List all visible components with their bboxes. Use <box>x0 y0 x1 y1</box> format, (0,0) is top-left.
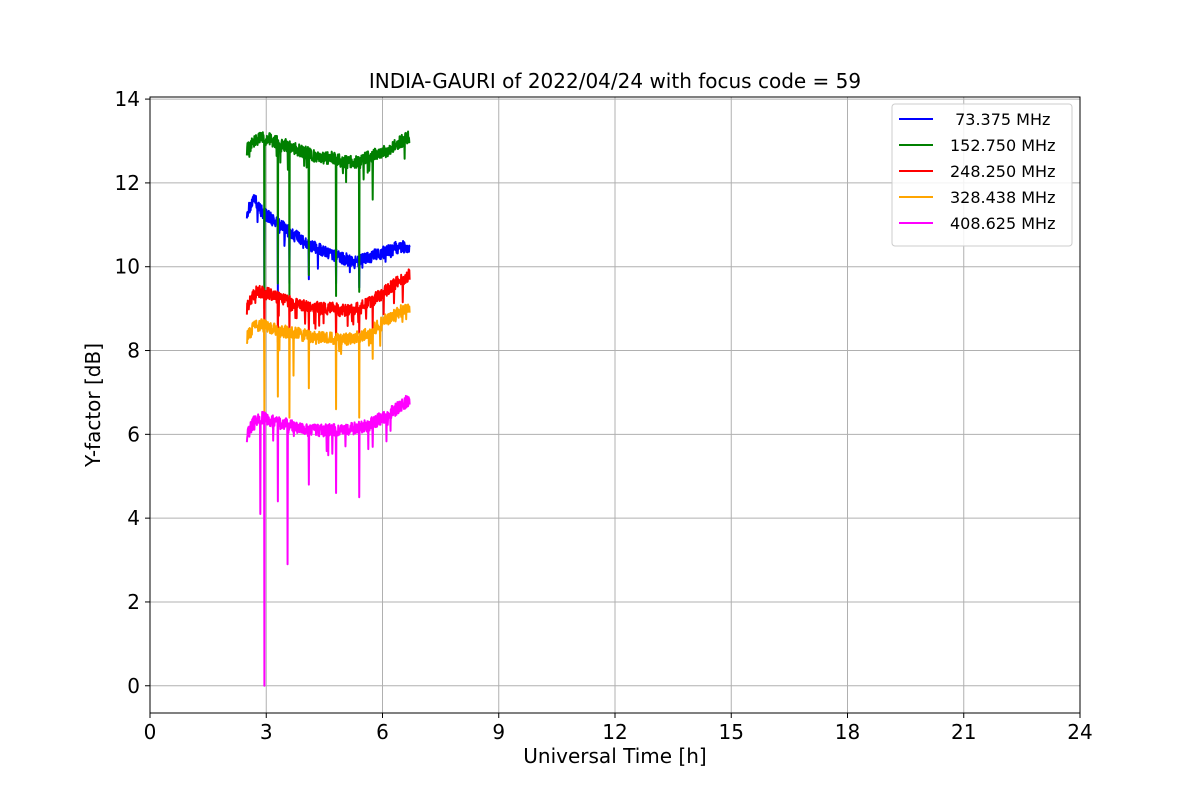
series-line <box>245 303 411 419</box>
y-tick-label: 6 <box>127 422 140 446</box>
x-tick-label: 21 <box>951 720 976 744</box>
series-lines <box>245 130 411 687</box>
legend-label: 408.625 MHz <box>950 214 1055 233</box>
series-line <box>245 394 411 687</box>
y-tick-label: 0 <box>127 674 140 698</box>
y-tick-label: 14 <box>115 87 140 111</box>
x-tick-label: 3 <box>260 720 273 744</box>
y-tick-label: 2 <box>127 590 140 614</box>
x-tick-label: 24 <box>1067 720 1092 744</box>
x-tick-label: 15 <box>719 720 744 744</box>
x-axis-label: Universal Time [h] <box>523 744 706 768</box>
x-tick-label: 9 <box>492 720 505 744</box>
x-tick-label: 6 <box>376 720 389 744</box>
legend-label: 248.250 MHz <box>950 162 1055 181</box>
y-axis-label: Y-factor [dB] <box>81 343 105 468</box>
series-line <box>245 194 411 302</box>
y-tick-label: 12 <box>115 171 140 195</box>
y-tick-label: 4 <box>127 506 140 530</box>
legend-box <box>891 103 1073 247</box>
grid-lines <box>150 97 1080 713</box>
x-tick-label: 0 <box>144 720 157 744</box>
legend-label: 73.375 MHz <box>950 110 1050 129</box>
x-tick-label: 12 <box>602 720 627 744</box>
legend-label: 152.750 MHz <box>950 136 1055 155</box>
series-line <box>245 130 411 310</box>
x-tick-label: 18 <box>835 720 860 744</box>
legend-label: 328.438 MHz <box>950 188 1055 207</box>
legend: 73.375 MHz 152.750 MHz 248.250 MHz 328.438 … <box>891 103 1073 247</box>
y-tick-label: 10 <box>115 255 140 279</box>
y-tick-label: 8 <box>127 339 140 363</box>
series-line <box>245 268 411 352</box>
chart-title: INDIA-GAURI of 2022/04/24 with focus cod… <box>369 69 861 93</box>
